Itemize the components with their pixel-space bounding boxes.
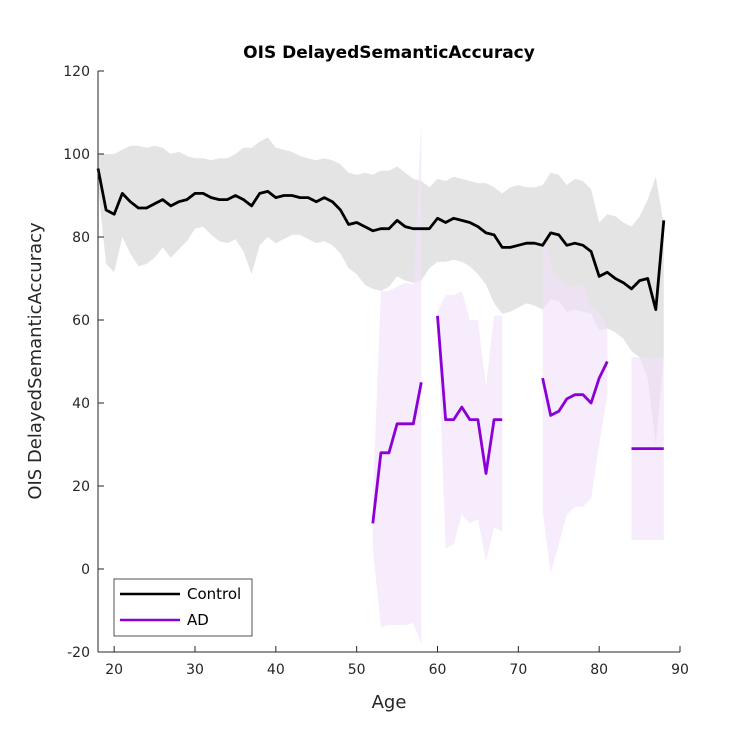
x-axis-label: Age	[372, 692, 407, 713]
y-axis-ticks: -20 0 20 40 60 80 100 120	[63, 64, 104, 661]
x-tick-label: 50	[348, 662, 366, 678]
y-tick-label: 100	[63, 147, 90, 163]
ad-confidence-band	[437, 290, 503, 561]
x-tick-label: 90	[671, 662, 689, 678]
x-tick-label: 40	[267, 662, 285, 678]
plot-area	[96, 120, 666, 644]
legend-label-control: Control	[187, 585, 241, 603]
control-confidence-band	[98, 137, 664, 445]
x-tick-label: 80	[590, 662, 608, 678]
y-tick-label: 60	[72, 313, 90, 329]
y-tick-label: 0	[81, 562, 90, 578]
y-tick-label: 120	[63, 64, 90, 80]
y-tick-label: -20	[67, 645, 90, 661]
ad-series-line	[371, 382, 423, 524]
y-tick-label: 20	[72, 479, 90, 495]
series-lines	[96, 168, 666, 524]
y-tick-label: 40	[72, 396, 90, 412]
y-axis-label: OIS DelayedSemanticAccuracy	[25, 222, 46, 500]
x-tick-label: 20	[105, 662, 123, 678]
control-series-line	[96, 168, 666, 312]
ad-series-line	[436, 315, 503, 475]
x-tick-label: 70	[509, 662, 527, 678]
y-tick-label: 80	[72, 230, 90, 246]
ad-confidence-band	[372, 120, 422, 644]
x-axis-ticks: 20 30 40 50 60 70 80 90	[105, 646, 689, 678]
legend-label-ad: AD	[187, 611, 209, 629]
legend: Control AD	[113, 578, 253, 637]
chart-title: OIS DelayedSemanticAccuracy	[243, 43, 535, 63]
x-tick-label: 60	[429, 662, 447, 678]
ad-series-line	[541, 360, 609, 417]
confidence-bands	[98, 120, 664, 644]
ad-confidence-band	[542, 224, 608, 574]
legend-box	[113, 578, 253, 637]
x-tick-label: 30	[186, 662, 204, 678]
